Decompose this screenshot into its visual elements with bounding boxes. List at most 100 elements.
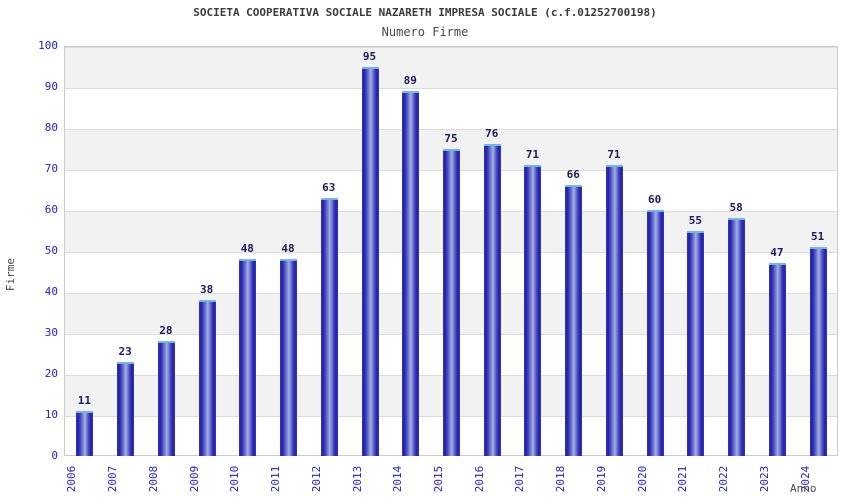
bar[interactable] xyxy=(198,300,216,456)
bar-column[interactable] xyxy=(717,46,755,456)
y-axis-tick: 60 xyxy=(44,203,58,216)
bar-column[interactable] xyxy=(269,46,307,456)
bar-value-label: 48 xyxy=(281,242,295,256)
x-axis-tick: 2014 xyxy=(391,465,405,493)
gridline xyxy=(65,129,837,130)
bar[interactable] xyxy=(565,185,583,456)
x-axis-label: Anno xyxy=(790,482,817,495)
bar[interactable] xyxy=(361,66,379,456)
bar[interactable] xyxy=(809,246,827,456)
bar-column[interactable] xyxy=(65,46,103,456)
bar-value-label: 60 xyxy=(648,193,662,206)
bar-column[interactable] xyxy=(391,46,429,456)
bar-value-label: 51 xyxy=(811,229,825,243)
x-axis-tick: 2009 xyxy=(187,465,201,493)
bar[interactable] xyxy=(76,410,94,456)
x-axis-tick-wrap: 2007 xyxy=(106,458,144,500)
y-axis-tick: 10 xyxy=(44,408,58,421)
bar-column[interactable] xyxy=(513,46,551,456)
x-axis-tick-wrap: 2008 xyxy=(147,458,185,500)
bar-column[interactable] xyxy=(636,46,674,456)
y-axis-tick: 0 xyxy=(51,449,58,462)
x-axis-tick-wrap: 2018 xyxy=(554,458,592,500)
bar-value-label: 89 xyxy=(403,74,417,88)
bar-column[interactable] xyxy=(473,46,511,456)
bar[interactable] xyxy=(605,164,623,456)
y-axis-tick: 40 xyxy=(44,285,58,298)
bar-value-label: 11 xyxy=(77,393,91,407)
bar[interactable] xyxy=(443,148,460,456)
y-axis-tick: 100 xyxy=(38,39,58,52)
x-axis-tick: 2023 xyxy=(757,465,771,493)
x-axis-tick: 2013 xyxy=(350,465,364,493)
x-axis-tick-wrap: 2012 xyxy=(310,458,348,500)
bar-value-label: 76 xyxy=(485,127,499,141)
bar[interactable] xyxy=(239,259,257,456)
bar[interactable] xyxy=(483,144,501,456)
bar[interactable] xyxy=(402,91,420,456)
x-axis-tick-wrap: 2021 xyxy=(676,458,714,500)
y-axis-tick: 30 xyxy=(44,326,58,339)
bars-layer: 11 23 28 38 48 48 63 95 89 75 76 71 66 71 60 55 58 47 51 xyxy=(64,46,838,456)
y-axis-tick: 50 xyxy=(44,244,58,257)
bar[interactable] xyxy=(728,218,746,456)
x-axis-tick: 2011 xyxy=(269,465,283,493)
x-axis-tick: 2008 xyxy=(146,465,160,493)
x-axis-tick: 2020 xyxy=(635,465,649,493)
bar[interactable] xyxy=(280,259,298,456)
x-axis-tick-wrap: 2022 xyxy=(717,458,755,500)
bar-column[interactable] xyxy=(554,46,592,456)
plot-band xyxy=(65,47,837,88)
bar[interactable] xyxy=(157,341,175,456)
bar[interactable] xyxy=(768,263,786,456)
chart-subtitle: Numero Firme xyxy=(381,25,469,39)
y-axis: Firme 0 10 20 30 40 50 60 70 80 90 100 xyxy=(4,40,58,461)
x-axis-tick-wrap: 2011 xyxy=(269,458,307,500)
x-axis-tick: 2006 xyxy=(65,465,79,493)
y-axis-tick: 20 xyxy=(44,367,58,380)
x-axis-tick-wrap: 2006 xyxy=(65,458,103,500)
bar-value-label: 28 xyxy=(159,324,173,338)
chart-title: SOCIETA COOPERATIVA SOCIALE NAZARETH IMP… xyxy=(193,6,657,19)
bar[interactable] xyxy=(687,230,705,456)
x-axis-tick-wrap: 2010 xyxy=(228,458,266,500)
y-axis-tick: 80 xyxy=(44,121,58,134)
x-axis-tick: 2022 xyxy=(717,465,731,493)
x-axis-tick-wrap: 2017 xyxy=(513,458,551,500)
x-axis-tick: 2021 xyxy=(676,465,690,493)
x-axis: 2006 2007 2008 2009 2010 2011 2012 2013 2014 2015… xyxy=(64,458,838,500)
bar-column[interactable] xyxy=(758,46,796,456)
bar-column[interactable] xyxy=(147,46,185,456)
bar-column[interactable] xyxy=(351,46,389,456)
y-axis-tick: 90 xyxy=(44,80,58,93)
bar-column[interactable] xyxy=(188,46,226,456)
x-axis-tick-wrap: 2019 xyxy=(595,458,633,500)
bar-value-label: 75 xyxy=(444,131,458,145)
x-axis-tick-wrap: 2009 xyxy=(188,458,226,500)
bar-column[interactable] xyxy=(595,46,633,456)
x-axis-tick: 2018 xyxy=(554,465,568,493)
x-axis-tick-wrap: 2013 xyxy=(351,458,389,500)
bar-value-label: 71 xyxy=(607,147,621,161)
x-axis-tick-wrap: 2016 xyxy=(473,458,511,500)
bar-value-label: 23 xyxy=(118,344,132,358)
bar-value-label: 55 xyxy=(688,213,703,227)
bar-column[interactable] xyxy=(228,46,266,456)
bar-column[interactable] xyxy=(106,46,144,456)
bar-column[interactable] xyxy=(676,46,714,456)
y-axis-tick: 70 xyxy=(44,162,58,175)
bar-value-label: 47 xyxy=(770,246,784,260)
bar-column[interactable] xyxy=(799,46,837,456)
bar[interactable] xyxy=(117,361,135,456)
x-axis-tick: 2016 xyxy=(472,465,486,493)
x-axis-tick-wrap: 2020 xyxy=(636,458,674,500)
bar[interactable] xyxy=(646,210,664,456)
bar[interactable] xyxy=(524,164,542,456)
x-axis-tick: 2017 xyxy=(513,465,527,493)
bar-column[interactable] xyxy=(310,46,348,456)
bar-column[interactable] xyxy=(432,46,470,456)
bar[interactable] xyxy=(320,197,338,456)
x-axis-tick-wrap: 2014 xyxy=(391,458,429,500)
bar-value-label: 95 xyxy=(362,49,377,63)
